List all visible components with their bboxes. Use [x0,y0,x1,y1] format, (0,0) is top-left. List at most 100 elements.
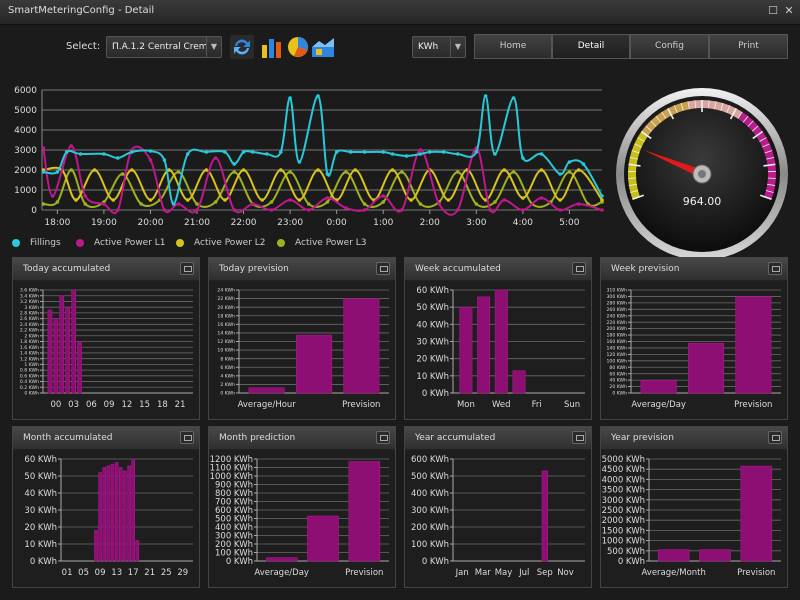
y-tick-label: 2.2 KWh [20,328,39,334]
y-tick-label: 50 KWh [416,303,449,313]
y-tick-label: 160 KWh [606,339,627,345]
maximize-icon[interactable] [376,431,390,444]
panel-week-accumulated: Week accumulated 0 KWh 10 KWh 20 KWh 30 KWh… [404,257,592,420]
chart-legend: Fillings Active Power L1 Active Power L2… [12,238,602,252]
data-point [400,208,404,212]
y-tick-label: 100 KWh [215,548,253,558]
maximize-icon[interactable] [572,262,586,275]
nav-config-button[interactable]: Config [630,34,709,59]
pie-chart-icon[interactable] [286,35,310,59]
data-point [288,170,292,174]
data-point [521,208,525,212]
chevron-down-icon: ▼ [450,37,465,57]
x-tick-label: Fri [532,400,542,410]
gauge-tick [764,150,773,154]
x-tick-label: 25 [161,568,172,578]
bar [296,334,333,394]
maximize-icon[interactable] [376,262,390,275]
window-titlebar: SmartMeteringConfig - Detail ☐ ✕ [0,0,800,25]
gauge-tick [737,111,743,119]
nav-home-button[interactable]: Home [474,34,552,59]
maximize-icon[interactable] [180,262,194,275]
y-tick-label: 1500 KWh [602,526,645,536]
data-point [288,96,292,100]
maximize-icon[interactable] [180,431,194,444]
x-tick-label: 05 [78,568,89,578]
meter-select[interactable]: П.А.1.2 Central Creme ▼ [106,36,222,58]
y-tick-label: 3.2 KWh [20,299,39,305]
bar [657,549,690,562]
data-point [204,150,209,154]
data-point [297,160,302,164]
power-gauge: 964.00 [616,88,788,260]
y-tick-label: 20 KWh [609,384,627,390]
data-point [437,202,441,206]
data-point [167,168,171,172]
bar [494,289,508,394]
gauge-tick [673,105,678,113]
data-point [102,202,106,206]
gauge-tick [762,143,770,148]
y-tick-label: 20 KWh [217,305,235,311]
data-point [251,202,255,206]
y-tick-label: 20 KWh [416,355,449,365]
y-tick-label: 4000 [14,126,37,136]
y-tick-label: 3000 [14,146,37,156]
bar [127,465,131,562]
bar [307,515,339,562]
data-point [483,94,488,98]
y-tick-label: 280 KWh [606,300,627,306]
data-point [418,152,423,156]
maximize-icon[interactable] [572,431,586,444]
data-point [474,202,479,206]
close-icon[interactable]: ✕ [784,4,794,17]
data-point [316,168,320,172]
maximize-icon[interactable] [768,262,782,275]
x-tick-label: 22:00 [231,218,257,228]
data-point [539,196,544,200]
y-tick-label: 500 KWh [215,514,253,524]
data-point [213,156,218,160]
y-tick-label: 1.6 KWh [20,345,39,351]
panel-title: Today accumulated [23,264,111,274]
data-point [41,170,46,174]
data-point [41,146,46,150]
bar [94,530,98,562]
maximize-icon[interactable]: ☐ [768,4,778,17]
data-point [83,194,88,198]
unit-select[interactable]: KWh ▼ [412,36,466,58]
y-tick-label: 300 KWh [606,294,627,300]
data-point [176,202,181,206]
nav-print-button[interactable]: Print [709,34,788,59]
y-tick-label: 18 KWh [217,313,235,319]
bar [477,296,491,394]
data-point [493,152,497,156]
x-tick-label: Prevision [342,400,380,410]
bar [98,472,102,562]
data-point [92,168,97,172]
y-tick-label: 3 KWh [24,305,39,311]
y-tick-label: 300 KWh [411,506,449,516]
y-tick-label: 5000 [14,106,37,116]
data-point [232,162,237,166]
data-point [325,172,330,176]
y-tick-label: 80 KWh [609,365,627,371]
bar-chart-icon[interactable] [260,35,284,59]
bar [735,296,772,394]
refresh-icon[interactable] [230,35,254,59]
nav-detail-button[interactable]: Detail [552,34,630,59]
maximize-icon[interactable] [768,431,782,444]
data-point [381,194,386,198]
select-label: Select: [66,41,101,52]
unit-select-value: KWh [418,42,439,52]
area-3d-chart-icon[interactable] [311,35,335,59]
x-tick-label: 2:00 [420,218,440,228]
y-tick-label: 310 KWh [606,288,627,294]
y-tick-label: 5000 KWh [602,455,645,465]
data-point [69,168,74,172]
data-point [195,202,199,206]
bar [65,306,70,394]
y-tick-label: 1000 [14,186,37,196]
y-tick-label: 3500 KWh [602,486,645,496]
